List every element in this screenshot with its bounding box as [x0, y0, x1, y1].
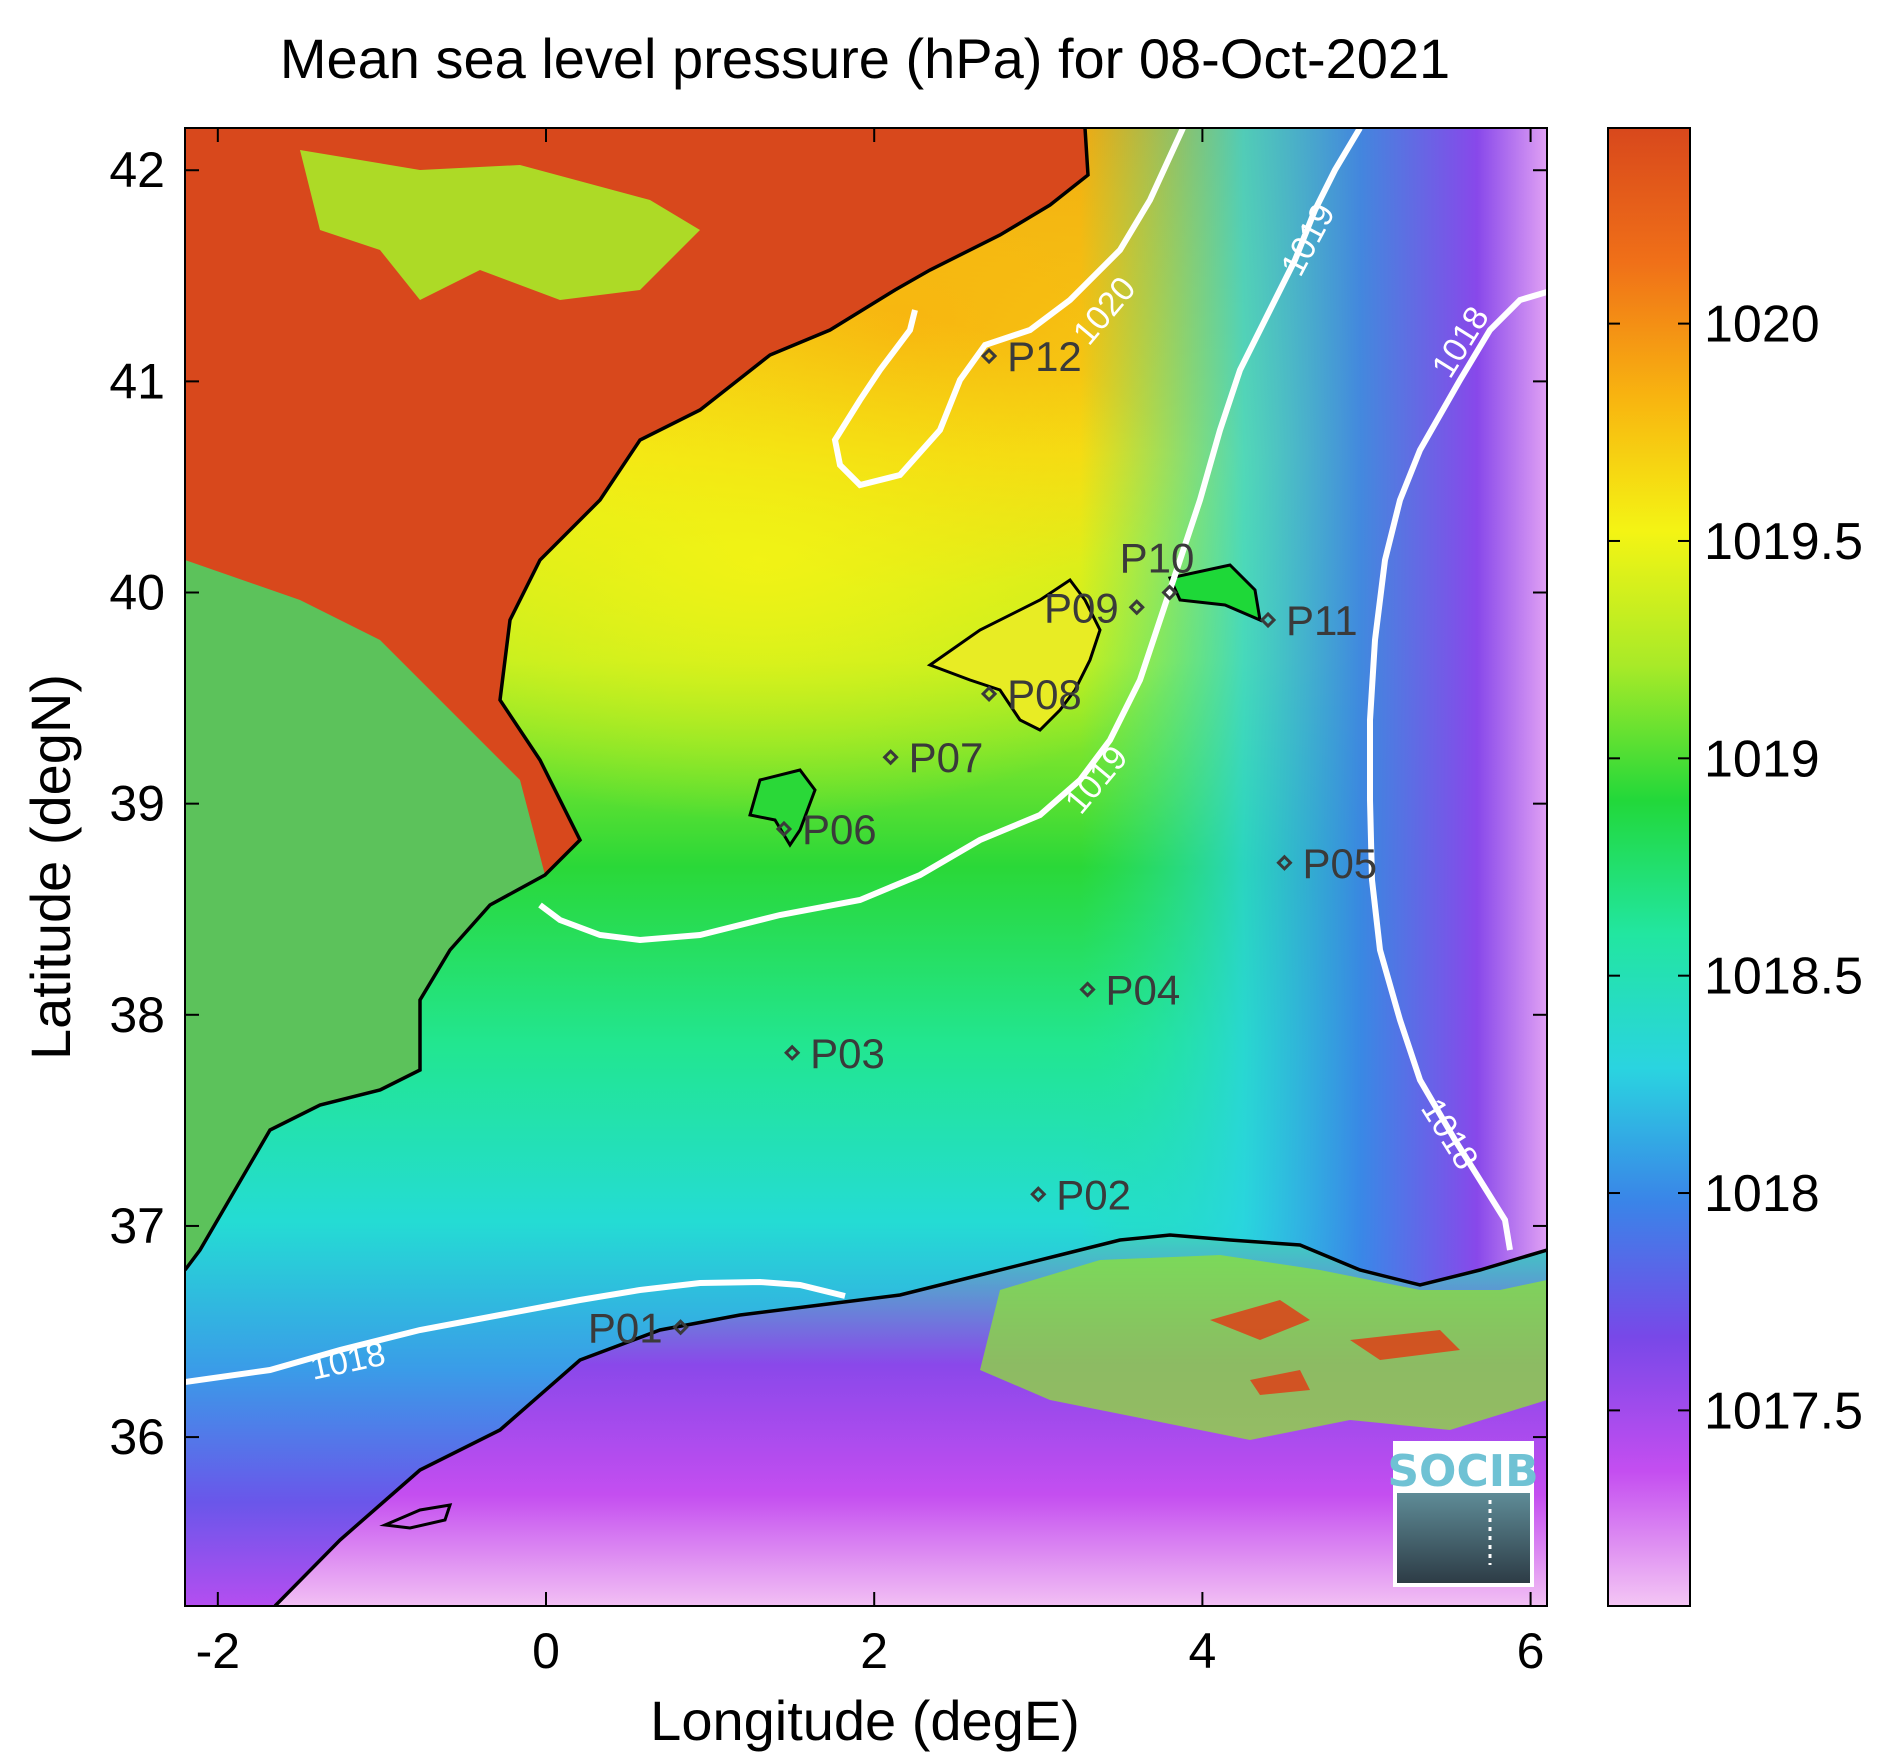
- colorbar-tick-label: 1018: [1704, 1165, 1820, 1223]
- station-marker-p12: [980, 347, 998, 365]
- colorbar-tick-label: 1019.5: [1704, 513, 1863, 571]
- socib-logo-text: SOCIB: [1387, 1446, 1538, 1497]
- colorbar-tick-label: 1019: [1704, 730, 1820, 788]
- colorbar-tick-label: 1017.5: [1704, 1382, 1863, 1440]
- y-tick-label: 38: [109, 987, 165, 1043]
- station-label-p08: P08: [1007, 671, 1082, 718]
- alboran-islet: [379, 1503, 453, 1530]
- station-label-p06: P06: [802, 806, 877, 853]
- contour-1018-south: [185, 1278, 846, 1385]
- station-label-p02: P02: [1056, 1171, 1131, 1218]
- station-marker-p02: [1030, 1186, 1047, 1203]
- y-tick-label: 36: [109, 1409, 165, 1465]
- station-label-p12: P12: [1007, 333, 1082, 380]
- colorbar: [1607, 127, 1691, 1607]
- africa-highland-green: [980, 1255, 1547, 1440]
- y-tick-label: 40: [109, 565, 165, 621]
- station-marker-p03: [784, 1044, 801, 1061]
- station-label-p04: P04: [1106, 966, 1181, 1013]
- mallorca-island: [926, 577, 1102, 732]
- x-axis-label: Longitude (degE): [650, 1689, 1080, 1752]
- x-tick-label: -2: [196, 1623, 240, 1679]
- x-axis-ticks: -2 0 2 4 6: [196, 128, 1545, 1679]
- station-marker-p05: [1276, 854, 1293, 871]
- station-label-p01: P01: [588, 1304, 663, 1351]
- chart-title: Mean sea level pressure (hPa) for 08-Oct…: [280, 27, 1450, 90]
- station-marker-p08: [980, 685, 998, 702]
- coastline: [185, 128, 1090, 1272]
- station-label-p05: P05: [1302, 840, 1377, 887]
- y-tick-label: 39: [109, 776, 165, 832]
- station-marker-p10: [1161, 584, 1178, 601]
- y-axis-ticks: 36 37 38 39 40 41 42: [109, 142, 1547, 1465]
- station-label-p10: P10: [1120, 535, 1195, 582]
- contour-1018-east: [1367, 289, 1547, 1251]
- iberia-interior-green: [300, 150, 700, 300]
- x-tick-label: 2: [860, 1623, 888, 1679]
- station-marker-p01: [672, 1319, 689, 1336]
- contour-1019: [538, 128, 1363, 944]
- y-tick-label: 37: [109, 1198, 165, 1254]
- contour-1020: [831, 128, 1186, 489]
- x-tick-label: 6: [1517, 1623, 1545, 1679]
- station-marker-p07: [882, 749, 899, 766]
- station-marker-p04: [1079, 981, 1096, 998]
- socib-logo-header: [1397, 1445, 1530, 1493]
- station-marker-p09: [1128, 599, 1145, 616]
- y-tick-label: 41: [109, 353, 165, 409]
- africa-hot-spots: [1210, 1300, 1460, 1395]
- colorbar-tick-label: 1020: [1704, 296, 1820, 354]
- x-tick-label: 4: [1188, 1623, 1216, 1679]
- iberia-coast-green: [185, 560, 545, 1270]
- pressure-field: 1020 1019 1019 1018 1018 1018 P01P02P03P…: [185, 128, 1547, 1606]
- colorbar-tick-label: 1018.5: [1704, 948, 1863, 1006]
- station-label-p11: P11: [1286, 597, 1358, 644]
- station-label-p09: P09: [1044, 584, 1119, 631]
- y-tick-label: 42: [109, 142, 165, 198]
- socib-logo: SOCIB: [1387, 1441, 1539, 1587]
- station-label-p03: P03: [810, 1030, 885, 1077]
- y-axis-label: Latitude (degN): [19, 674, 82, 1060]
- africa-coastline: [273, 1233, 1547, 1606]
- ibiza-island: [748, 768, 817, 848]
- station-marker-p06: [775, 820, 793, 838]
- station-marker-p11: [1259, 611, 1277, 629]
- colorbar-ticks: 1017.5 1018 1018.5 1019 1019.5 1020: [1608, 296, 1863, 1440]
- station-label-p07: P07: [909, 734, 984, 781]
- map-frame: [184, 127, 1548, 1607]
- x-tick-label: 0: [532, 1623, 560, 1679]
